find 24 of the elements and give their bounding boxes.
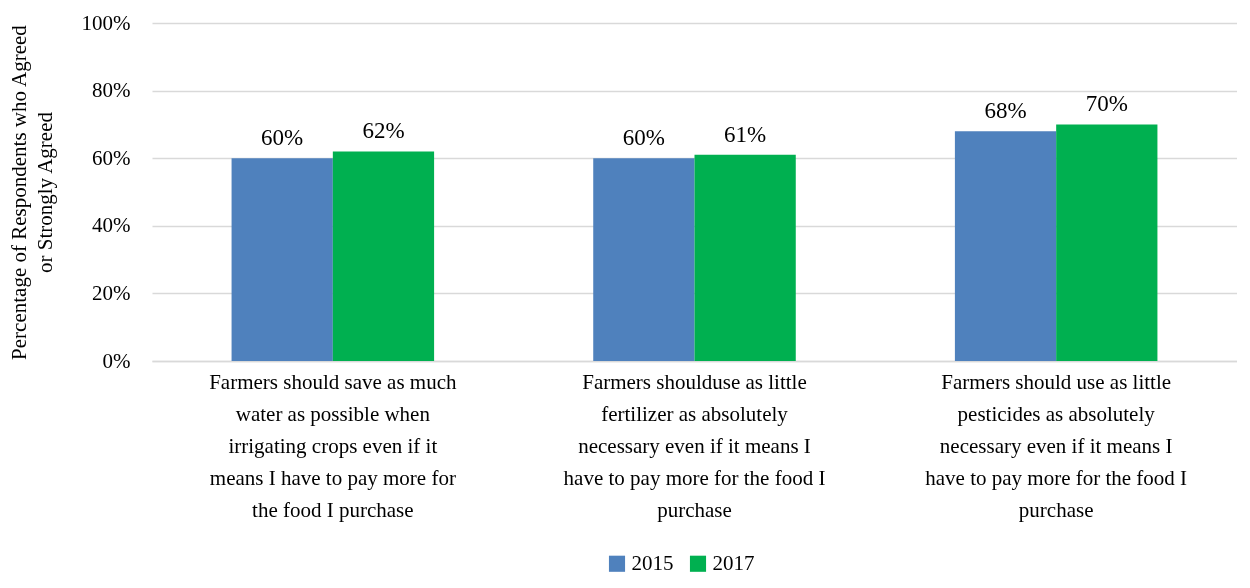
data-label: 60% xyxy=(622,125,665,151)
data-label: 70% xyxy=(1085,91,1128,117)
legend-label: 2015 xyxy=(631,550,674,575)
bar xyxy=(593,158,695,361)
data-label: 68% xyxy=(984,98,1027,124)
bar xyxy=(332,151,435,361)
data-label: 61% xyxy=(724,121,767,147)
y-axis-title: Percentage of Respondents who Agreed or Strongly Agreed xyxy=(6,24,57,360)
bar xyxy=(231,158,333,361)
y-tick-label: 20% xyxy=(92,280,131,305)
bar xyxy=(1056,124,1158,361)
data-label: 60% xyxy=(261,125,304,151)
x-tick-label: Farmers should save as much water as possible when irrigating crops even if it means I have to pay more for the food I purchase xyxy=(209,369,457,522)
x-tick-label: Farmers should use as little pesticides as absolutely necessary even if it means I have to pay more for the food I purchase xyxy=(925,369,1188,522)
y-tick-label: 80% xyxy=(92,78,131,103)
x-tick-label: Farmers shoulduse as little fertilizer as absolutely necessary even if it means I have to pay more for the food I purchase xyxy=(563,369,826,522)
bar xyxy=(694,154,796,361)
legend-label: 2017 xyxy=(712,550,755,575)
y-tick-label: 100% xyxy=(81,10,131,35)
y-tick-label: 0% xyxy=(102,348,131,373)
y-tick-label: 40% xyxy=(92,213,131,238)
data-label: 62% xyxy=(362,118,405,144)
bar xyxy=(954,131,1057,361)
y-tick-label: 60% xyxy=(92,145,131,170)
